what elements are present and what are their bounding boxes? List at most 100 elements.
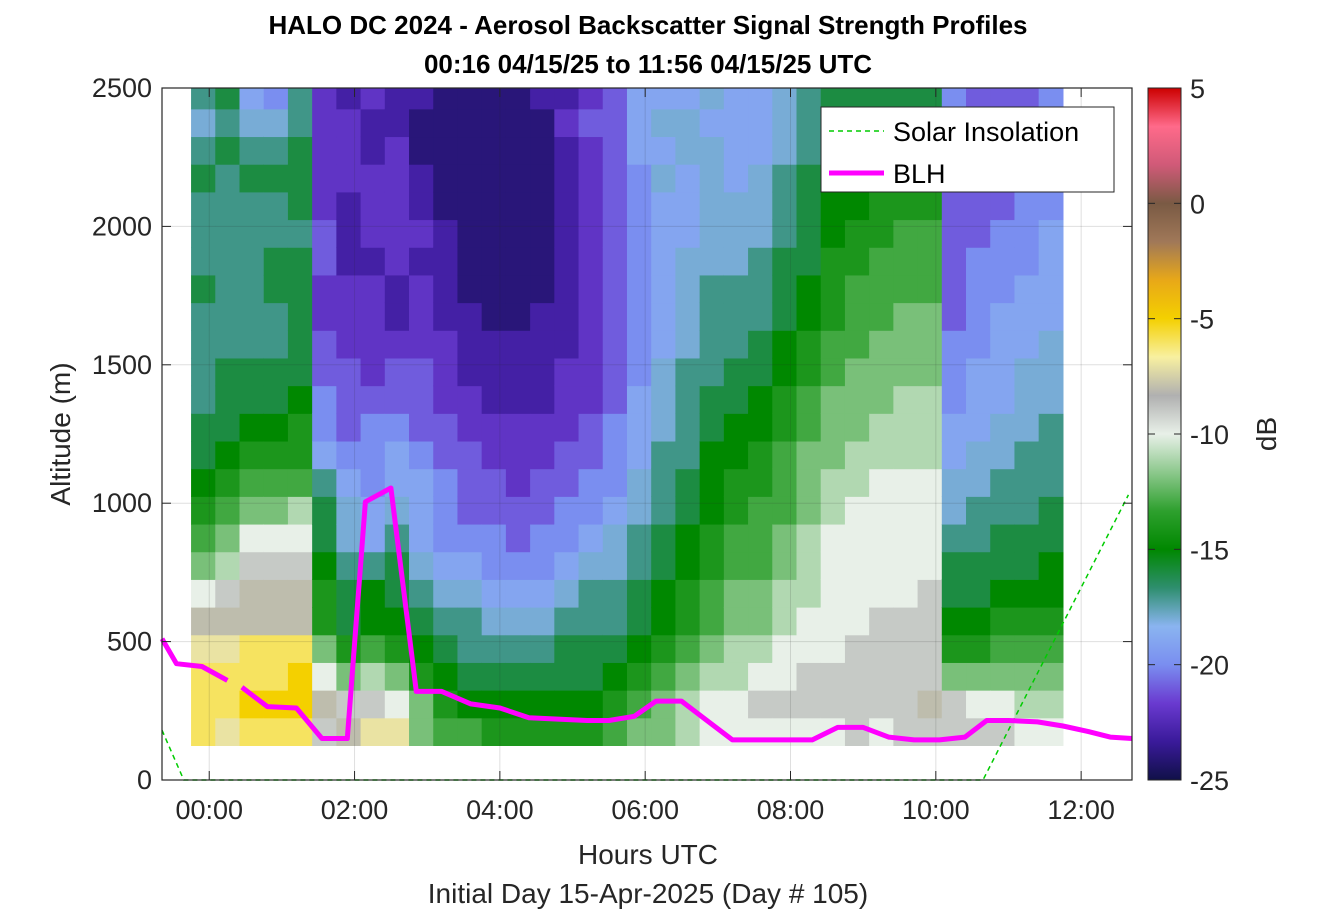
blh-line [159,637,229,683]
heatmap-cell [844,551,870,580]
heatmap-cell [941,551,967,580]
heatmap-cell [505,579,531,608]
heatmap-cell [844,357,870,387]
heatmap-cell [796,164,822,193]
heatmap-cell [481,191,507,221]
heatmap-cell [312,662,337,691]
heatmap-cell [796,523,822,553]
heatmap-cell [699,302,725,331]
heatmap-cell [651,440,677,470]
heatmap-cell [457,302,483,331]
heatmap-cell [384,717,410,746]
heatmap-cell [844,274,870,304]
heatmap-cell [457,579,483,608]
heatmap-cell [505,302,531,331]
heatmap-cell [505,523,531,553]
heatmap-cell [336,136,362,165]
heatmap-cell [723,302,749,331]
heatmap-cell [1038,385,1064,414]
heatmap-cell [409,551,434,580]
heatmap-cell [1014,302,1040,331]
heatmap-cell [239,136,265,165]
heatmap-cell [1038,191,1064,221]
heatmap-cell [384,690,410,719]
y-tick-label: 2500 [92,73,152,103]
heatmap-cell [578,274,604,304]
heatmap-cell [772,88,798,110]
heatmap-cell [844,219,870,248]
heatmap-cell [651,274,677,304]
heatmap-cell [820,634,846,663]
heatmap-cell [554,357,580,387]
heatmap-cell [336,274,362,304]
heatmap-cell [820,247,846,276]
heatmap-cell [578,191,604,221]
heatmap-cell [384,413,410,442]
heatmap-cell [990,634,1016,663]
y-tick-label: 2000 [92,211,152,241]
heatmap-cell [941,274,967,304]
heatmap-cell [626,496,652,525]
heatmap-cell [1014,385,1040,414]
heatmap-cell [990,191,1016,221]
heatmap-cell [796,302,822,331]
heatmap-cell [626,330,652,359]
heatmap-cell [626,607,652,636]
heatmap-cell [554,440,580,470]
heatmap-cell [869,496,894,525]
heatmap-cell [917,523,943,553]
heatmap-cell [215,302,241,331]
heatmap-cell [966,579,991,608]
heatmap-cell [1014,88,1040,110]
heatmap-cell [384,357,410,387]
x-tick-label: 12:00 [1047,795,1115,825]
heatmap-cell [287,357,313,387]
heatmap-cell [287,440,313,470]
heatmap-cell [820,219,846,248]
heatmap-cell [505,108,531,138]
heatmap-cell [1038,88,1064,110]
heatmap-cell [215,274,241,304]
heatmap-cell [820,88,846,110]
heatmap-cell [651,136,677,165]
heatmap-cell [239,88,265,110]
heatmap-cell [360,330,386,359]
heatmap-cell [796,607,822,636]
heatmap-cell [239,274,265,304]
heatmap-cell [602,385,628,414]
heatmap-cell [990,607,1016,636]
x-axis-sublabel: Initial Day 15-Apr-2025 (Day # 105) [428,878,868,909]
heatmap-cell [191,468,216,497]
heatmap-cell [336,164,362,193]
heatmap-cell [820,690,846,719]
heatmap-cell [481,357,507,387]
heatmap-cell [457,496,483,525]
heatmap-cell [869,440,894,470]
heatmap-cell [917,440,943,470]
heatmap-cell [675,440,701,470]
x-tick-label: 04:00 [466,795,534,825]
heatmap-cell [651,468,677,497]
heatmap-cell [239,357,265,387]
heatmap-cell [554,717,580,746]
heatmap-cell [893,413,919,442]
heatmap-cell [1038,302,1064,331]
heatmap-cell [966,523,991,553]
heatmap-cell [990,662,1016,691]
heatmap-cell [626,302,652,331]
heatmap-cell [602,634,628,663]
heatmap-cell [433,247,459,276]
heatmap-cell [554,634,580,663]
heatmap-cell [893,523,919,553]
heatmap-cell [966,88,991,110]
heatmap-cell [409,219,434,248]
heatmap-cell [1014,274,1040,304]
heatmap-cell [215,191,241,221]
heatmap-cell [1014,219,1040,248]
heatmap-cell [966,551,991,580]
heatmap-cell [215,108,241,138]
heatmap-cell [893,579,919,608]
heatmap-cell [772,357,798,387]
heatmap-cell [772,136,798,165]
heatmap-cell [626,440,652,470]
